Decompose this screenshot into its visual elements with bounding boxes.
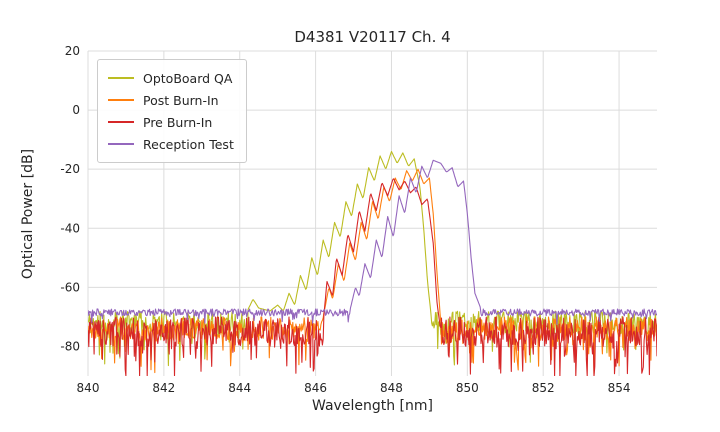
x-tick-label: 844: [228, 381, 251, 395]
x-tick-label: 842: [152, 381, 175, 395]
x-tick-label: 840: [77, 381, 100, 395]
series-group: [88, 150, 657, 376]
x-tick-label: 852: [532, 381, 555, 395]
y-tick-label: -20: [60, 162, 80, 176]
y-axis-label: Optical Power [dB]: [20, 148, 36, 280]
legend-line-swatch: [108, 143, 134, 145]
y-tick-label: -60: [60, 280, 80, 294]
legend-item: Post Burn-In: [108, 89, 234, 111]
x-tick-label: 854: [608, 381, 631, 395]
legend-label: Reception Test: [143, 136, 234, 152]
series-line-post-burn-in: [88, 168, 657, 375]
x-tick-label: 846: [304, 381, 327, 395]
y-tick-label: 20: [65, 44, 80, 58]
chart-title: D4381 V20117 Ch. 4: [294, 28, 451, 46]
legend: OptoBoard QA Post Burn-In Pre Burn-In Recep…: [97, 59, 247, 163]
legend-label: Pre Burn-In: [143, 114, 213, 130]
legend-line-swatch: [108, 121, 134, 123]
legend-item: Pre Burn-In: [108, 111, 234, 133]
series-line-reception-test: [88, 159, 657, 325]
legend-label: Post Burn-In: [143, 92, 219, 108]
legend-item: Reception Test: [108, 133, 234, 155]
legend-line-swatch: [108, 99, 134, 101]
legend-item: OptoBoard QA: [108, 67, 234, 89]
x-axis-label: Wavelength [nm]: [312, 398, 433, 414]
y-tick-label: -40: [60, 221, 80, 235]
y-tick-label: 0: [72, 103, 80, 117]
legend-label: OptoBoard QA: [143, 70, 233, 86]
x-tick-label: 848: [380, 381, 403, 395]
legend-line-swatch: [108, 77, 134, 79]
y-tick-label: -80: [60, 339, 80, 353]
x-tick-label: 850: [456, 381, 479, 395]
series-line-pre-burn-in: [88, 178, 657, 376]
